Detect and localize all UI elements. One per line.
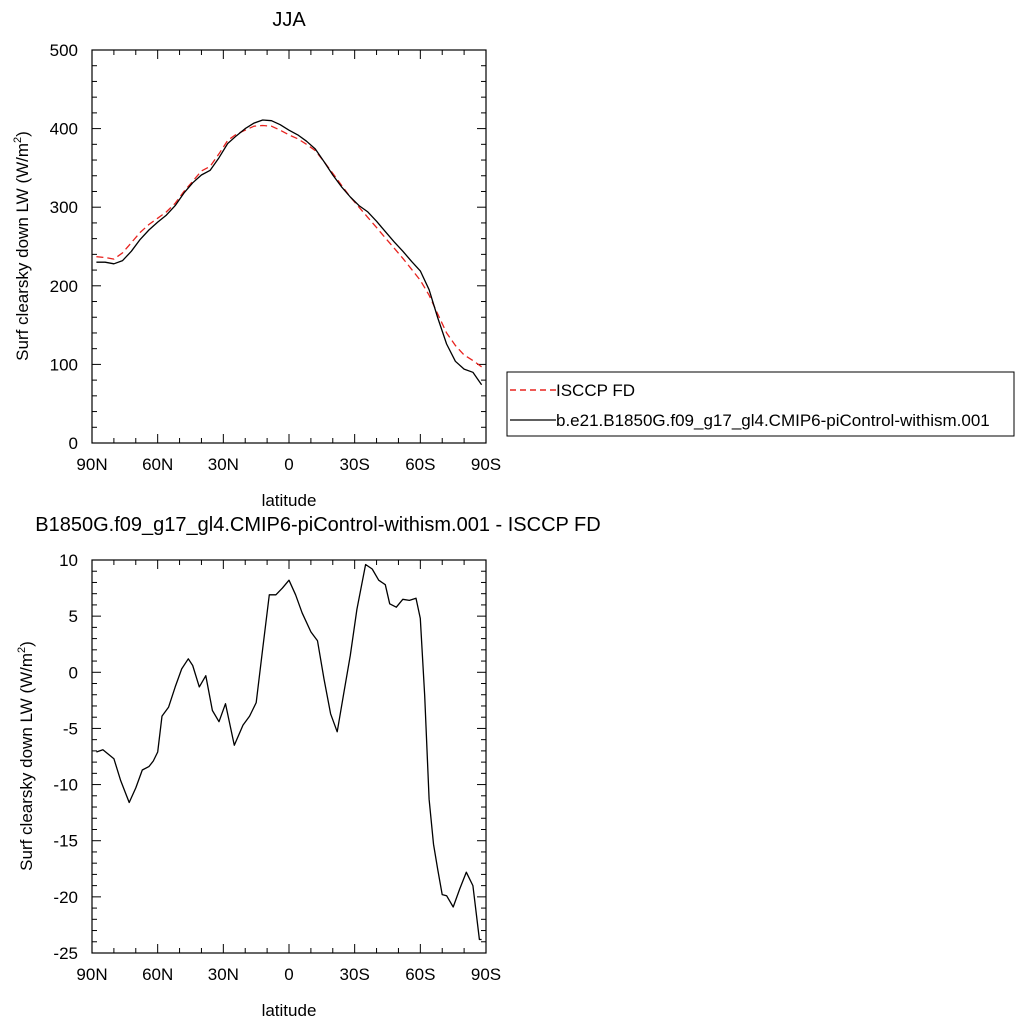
top-chart-frame [91,49,487,444]
top-chart-title: JJA [272,9,306,31]
bottom-chart-y-label: Surf clearsky down LW (W/m2) [16,641,36,871]
top-chart-x-label: latitude [262,491,317,510]
y-tick-label: -25 [53,944,78,963]
y-tick-label: -20 [53,888,78,907]
x-tick-label: 90S [471,455,501,474]
x-tick-label: 0 [284,455,293,474]
top-chart-ticks: 90N 60N 30N 0 30S 60S 90S 0 100 200 300 400 500 [50,41,502,474]
y-tick-label: 5 [69,607,78,626]
x-tick-label: 60N [142,455,173,474]
bottom-chart-ticks: 90N 60N 30N 0 30S 60S 90S -25 -20 -15 -10 -5 0 5 10 [53,551,501,984]
x-tick-label: 60S [405,455,435,474]
bottom-chart-title: B1850G.f09_g17_gl4.CMIP6-piControl-withi… [35,514,600,536]
x-tick-label: 30S [340,455,370,474]
x-tick-label: 30N [208,455,239,474]
y-tick-label: 500 [50,41,78,60]
y-tick-label: -10 [53,776,78,795]
bottom-chart-panel: B1850G.f09_g17_gl4.CMIP6-piControl-withi… [16,514,601,1020]
y-tick-label: 100 [50,355,78,374]
x-tick-label: 90N [76,455,107,474]
x-tick-label: 90S [471,965,501,984]
series-line-0-1 [96,119,483,386]
bottom-chart-x-label: latitude [262,1001,317,1020]
y-tick-label: 0 [69,663,78,682]
y-tick-label: 200 [50,277,78,296]
x-tick-label: 0 [284,965,293,984]
series-line-1-0 [96,563,482,941]
top-chart-y-label: Surf clearsky down LW (W/m2) [12,131,32,361]
x-tick-label: 90N [76,965,107,984]
series-line-0-0 [96,124,482,368]
x-tick-label: 30N [208,965,239,984]
y-tick-label: 0 [69,434,78,453]
bottom-chart-series [96,563,482,941]
legend: ISCCP FD b.e21.B1850G.f09_g17_gl4.CMIP6-… [506,371,1015,437]
x-tick-label: 60S [405,965,435,984]
legend-label-isccp: ISCCP FD [556,381,635,400]
x-tick-label: 30S [340,965,370,984]
top-chart-panel: JJA 90N 60N 30N 0 30S 60S 90S0100200300400500 … [12,9,501,510]
y-tick-label: -5 [63,719,78,738]
y-tick-label: 300 [50,198,78,217]
legend-label-model: b.e21.B1850G.f09_g17_gl4.CMIP6-piControl… [556,411,990,430]
top-chart-series [96,119,483,386]
legend-box [506,371,1015,437]
y-tick-label: 400 [50,120,78,139]
y-tick-label: -15 [53,832,78,851]
y-tick-label: 10 [59,551,78,570]
x-tick-label: 60N [142,965,173,984]
